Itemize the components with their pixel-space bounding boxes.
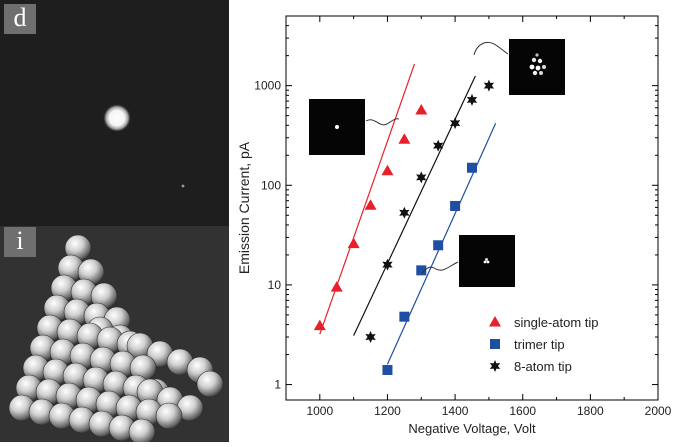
pyramid-atom-ball-model: [8, 234, 224, 446]
data-point-series-1: [416, 265, 427, 276]
plot-frame: [285, 15, 659, 401]
legend-label-1: trimer tip: [514, 337, 565, 352]
data-markers: [313, 79, 495, 376]
data-point-series-2: [466, 93, 478, 106]
data-point-series-2: [382, 258, 393, 271]
atom-ball: [196, 370, 224, 398]
data-point-series-0: [415, 103, 428, 115]
chart-svg: 1000 1200 1400 1600 1800 2000 1 10 100 1000: [236, 15, 672, 436]
legend-marker-2: [489, 360, 501, 372]
data-point-series-0: [347, 237, 360, 249]
data-point-series-2: [432, 139, 444, 152]
x-axis-label: Negative Voltage, Volt: [408, 421, 536, 436]
data-point-series-0: [313, 319, 326, 331]
legend-marker-0: [489, 316, 501, 327]
y-tick-label: 100: [261, 178, 281, 192]
inset-trimer-pattern: [421, 235, 515, 287]
data-point-series-2: [416, 171, 427, 184]
left-image-panel: d i: [0, 0, 229, 446]
data-point-series-0: [381, 164, 394, 176]
data-point-series-2: [449, 117, 461, 130]
x-tick-label: 1600: [509, 404, 536, 418]
panel-label-i: i: [4, 227, 36, 257]
x-tick-label: 1200: [374, 404, 401, 418]
chart-legend: single-atom tip trimer tip 8-atom tip: [489, 315, 599, 374]
data-point-series-1: [433, 240, 444, 251]
data-point-series-0: [398, 133, 411, 144]
inset-single-atom-pattern: [309, 99, 400, 155]
legend-label-2: 8-atom tip: [514, 359, 572, 374]
x-tick-label: 2000: [645, 404, 672, 418]
x-tick-label: 1800: [577, 404, 604, 418]
axis-ticks: 1000 1200 1400 1600 1800 2000 1 10 100 1000: [254, 15, 672, 418]
panel-label-d: d: [4, 4, 36, 34]
left-panel-graphics: [0, 0, 229, 446]
data-point-series-2: [399, 206, 410, 219]
x-tick-label: 1000: [306, 404, 333, 418]
data-point-series-0: [364, 199, 377, 210]
data-point-series-1: [450, 200, 461, 211]
data-point-series-0: [330, 281, 343, 292]
legend-label-0: single-atom tip: [514, 315, 599, 330]
legend-marker-1: [490, 339, 500, 349]
field-emission-spot: [103, 104, 131, 132]
faint-emission-dot: [181, 184, 185, 188]
inset-8-atom-pattern: [473, 39, 565, 95]
data-point-series-1: [467, 162, 477, 173]
data-point-series-1: [399, 311, 410, 322]
x-tick-label: 1400: [442, 404, 469, 418]
y-axis-label: Emission Current, pA: [236, 141, 252, 274]
atom-ball: [155, 402, 183, 430]
y-tick-label: 1000: [254, 79, 281, 93]
y-tick-label: 1: [274, 378, 281, 392]
data-point-series-1: [382, 365, 393, 376]
atom-ball: [128, 418, 156, 446]
y-tick-label: 10: [268, 278, 282, 292]
data-point-series-2: [365, 331, 376, 344]
emission-current-chart: 1000 1200 1400 1600 1800 2000 1 10 100 1000: [229, 0, 694, 442]
data-point-series-2: [483, 79, 495, 92]
